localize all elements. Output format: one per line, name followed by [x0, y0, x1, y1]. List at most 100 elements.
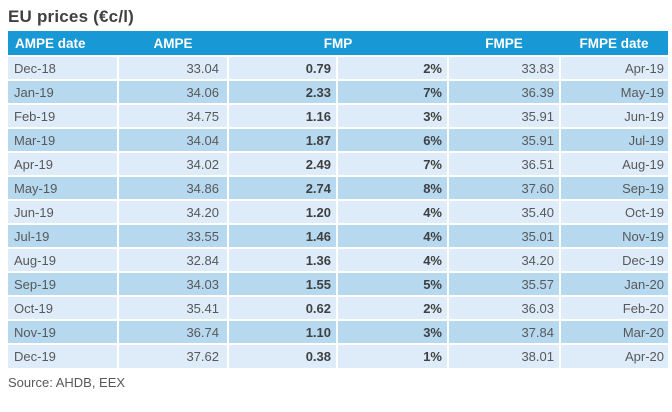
- cell-fmp-percent: 6%: [337, 127, 449, 152]
- cell-ampe: 34.04: [118, 127, 229, 152]
- cell-ampe-date: Jul-19: [8, 223, 119, 248]
- cell-ampe-date: May-19: [8, 175, 119, 200]
- cell-fmp-percent: 7%: [337, 151, 449, 176]
- cell-fmpe-date: Aug-19: [560, 151, 668, 176]
- cell-fmp: 0.79: [228, 55, 338, 80]
- cell-fmpe-date: Mar-20: [560, 319, 668, 344]
- table-header: AMPE date AMPE FMP FMPE FMPE date: [8, 31, 668, 56]
- cell-fmpe-date: Nov-19: [560, 223, 668, 248]
- cell-ampe-date: Feb-19: [8, 103, 119, 128]
- cell-fmpe: 35.91: [448, 103, 561, 128]
- cell-fmpe-date: Feb-20: [560, 295, 668, 320]
- table-row: Mar-19 34.04 1.87 6% 35.91 Jul-19: [8, 127, 668, 152]
- cell-ampe-date: Dec-19: [8, 343, 119, 368]
- cell-ampe-date: Aug-19: [8, 247, 119, 272]
- cell-fmp: 1.55: [228, 271, 338, 296]
- header-cell-ampe: AMPE: [118, 31, 228, 56]
- table-row: Sep-19 34.03 1.55 5% 35.57 Jan-20: [8, 271, 668, 296]
- table-row: Jan-19 34.06 2.33 7% 36.39 May-19: [8, 79, 668, 104]
- eu-prices-table: AMPE date AMPE FMP FMPE FMPE date Dec-18…: [8, 31, 668, 368]
- cell-fmpe: 35.91: [448, 127, 561, 152]
- cell-fmp-percent: 5%: [337, 271, 449, 296]
- cell-ampe: 35.41: [118, 295, 229, 320]
- cell-ampe: 37.62: [118, 343, 229, 368]
- cell-fmp: 2.49: [228, 151, 338, 176]
- cell-fmpe-date: Oct-19: [560, 199, 668, 224]
- cell-fmpe: 33.83: [448, 55, 561, 80]
- cell-ampe-date: Mar-19: [8, 127, 119, 152]
- cell-fmpe: 35.57: [448, 271, 561, 296]
- table-row: Aug-19 32.84 1.36 4% 34.20 Dec-19: [8, 247, 668, 272]
- cell-ampe: 34.06: [118, 79, 229, 104]
- table-row: Dec-19 37.62 0.38 1% 38.01 Apr-20: [8, 343, 668, 368]
- cell-fmp-percent: 3%: [337, 319, 449, 344]
- cell-ampe: 33.55: [118, 223, 229, 248]
- page-title: EU prices (€c/l): [8, 7, 135, 26]
- cell-fmpe: 36.39: [448, 79, 561, 104]
- cell-ampe: 34.75: [118, 103, 229, 128]
- cell-fmp-percent: 1%: [337, 343, 449, 368]
- cell-ampe: 32.84: [118, 247, 229, 272]
- cell-ampe-date: Jan-19: [8, 79, 119, 104]
- table-row: May-19 34.86 2.74 8% 37.60 Sep-19: [8, 175, 668, 200]
- cell-fmp: 1.36: [228, 247, 338, 272]
- cell-fmp: 1.10: [228, 319, 338, 344]
- table-row: Nov-19 36.74 1.10 3% 37.84 Mar-20: [8, 319, 668, 344]
- cell-fmpe-date: May-19: [560, 79, 668, 104]
- cell-fmpe: 35.40: [448, 199, 561, 224]
- cell-fmpe-date: Jun-19: [560, 103, 668, 128]
- source-note: Source: AHDB, EEX: [8, 375, 126, 390]
- table-row: Dec-18 33.04 0.79 2% 33.83 Apr-19: [8, 55, 668, 80]
- header-cell-ampe-date: AMPE date: [8, 31, 118, 56]
- cell-fmp-percent: 2%: [337, 55, 449, 80]
- table-body: Dec-18 33.04 0.79 2% 33.83 Apr-19 Jan-19…: [8, 55, 668, 368]
- cell-fmp: 0.62: [228, 295, 338, 320]
- cell-fmpe-date: Sep-19: [560, 175, 668, 200]
- cell-fmpe: 36.03: [448, 295, 561, 320]
- cell-fmp-percent: 4%: [337, 199, 449, 224]
- cell-fmp-percent: 4%: [337, 223, 449, 248]
- header-cell-fmpe: FMPE: [448, 31, 560, 56]
- cell-fmpe: 35.01: [448, 223, 561, 248]
- cell-fmpe-date: Jan-20: [560, 271, 668, 296]
- cell-fmp-percent: 4%: [337, 247, 449, 272]
- cell-fmp: 1.16: [228, 103, 338, 128]
- cell-fmpe: 37.60: [448, 175, 561, 200]
- cell-fmp: 1.87: [228, 127, 338, 152]
- cell-fmpe-date: Apr-20: [560, 343, 668, 368]
- cell-fmpe-date: Jul-19: [560, 127, 668, 152]
- cell-fmp: 2.33: [228, 79, 338, 104]
- cell-ampe: 34.86: [118, 175, 229, 200]
- cell-fmpe-date: Apr-19: [560, 55, 668, 80]
- cell-fmp: 2.74: [228, 175, 338, 200]
- cell-fmpe: 37.84: [448, 319, 561, 344]
- cell-ampe: 34.20: [118, 199, 229, 224]
- cell-fmpe-date: Dec-19: [560, 247, 668, 272]
- cell-fmp: 1.46: [228, 223, 338, 248]
- cell-fmp: 1.20: [228, 199, 338, 224]
- cell-ampe-date: Dec-18: [8, 55, 119, 80]
- cell-fmp: 0.38: [228, 343, 338, 368]
- table-row: Jul-19 33.55 1.46 4% 35.01 Nov-19: [8, 223, 668, 248]
- cell-ampe: 36.74: [118, 319, 229, 344]
- cell-fmpe: 38.01: [448, 343, 561, 368]
- cell-ampe-date: Apr-19: [8, 151, 119, 176]
- header-row: AMPE date AMPE FMP FMPE FMPE date: [8, 31, 668, 56]
- table-row: Apr-19 34.02 2.49 7% 36.51 Aug-19: [8, 151, 668, 176]
- cell-fmpe: 36.51: [448, 151, 561, 176]
- cell-fmp-percent: 8%: [337, 175, 449, 200]
- table-row: Jun-19 34.20 1.20 4% 35.40 Oct-19: [8, 199, 668, 224]
- cell-fmp-percent: 7%: [337, 79, 449, 104]
- header-cell-fmp: FMP: [228, 31, 448, 56]
- cell-fmp-percent: 2%: [337, 295, 449, 320]
- cell-fmpe: 34.20: [448, 247, 561, 272]
- table-row: Feb-19 34.75 1.16 3% 35.91 Jun-19: [8, 103, 668, 128]
- cell-ampe-date: Sep-19: [8, 271, 119, 296]
- table-row: Oct-19 35.41 0.62 2% 36.03 Feb-20: [8, 295, 668, 320]
- cell-ampe-date: Jun-19: [8, 199, 119, 224]
- cell-ampe-date: Nov-19: [8, 319, 119, 344]
- header-cell-fmpe-date: FMPE date: [560, 31, 668, 56]
- cell-ampe: 34.02: [118, 151, 229, 176]
- cell-ampe: 33.04: [118, 55, 229, 80]
